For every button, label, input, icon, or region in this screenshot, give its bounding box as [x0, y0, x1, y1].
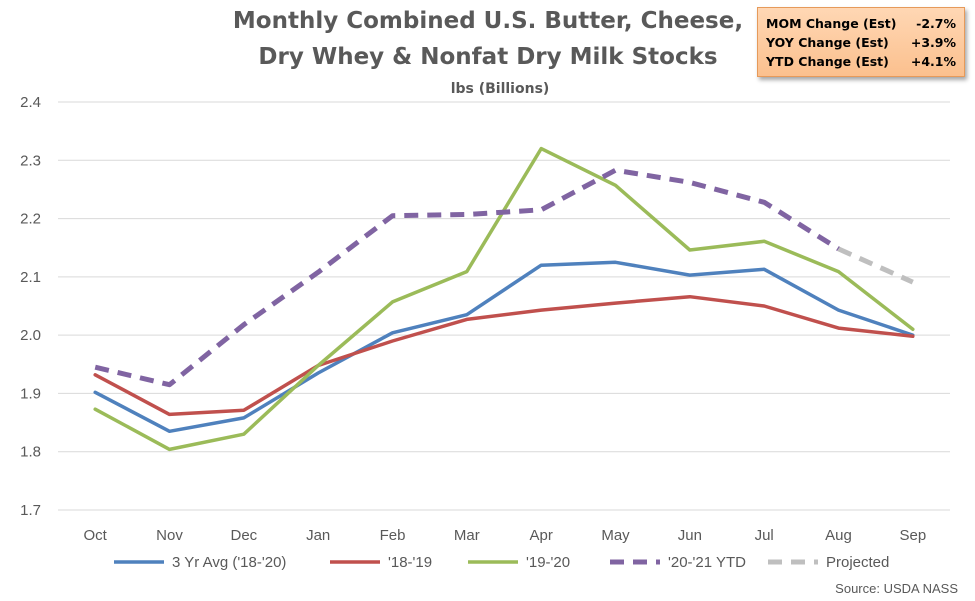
chart-title-line-1: Monthly Combined U.S. Butter, Cheese,	[233, 8, 743, 34]
x-tick-label: Aug	[825, 527, 852, 544]
source-note: Source: USDA NASS	[835, 581, 958, 596]
change-row-ytd: YTD Change (Est) +4.1%	[766, 52, 956, 71]
chart-subtitle: lbs (Billions)	[451, 81, 550, 97]
change-summary-box: MOM Change (Est) -2.7% YOY Change (Est) …	[757, 7, 965, 77]
y-tick-label: 1.9	[20, 385, 41, 402]
y-tick-label: 1.8	[20, 444, 41, 461]
change-value: +4.1%	[910, 54, 956, 69]
x-axis-tick-labels: Oct Nov Dec Jan Feb Mar Apr May Jun Jul Aug Sep	[83, 527, 926, 544]
series-line-0	[93, 260, 915, 434]
change-row-yoy: YOY Change (Est) +3.9%	[766, 33, 956, 52]
legend-label: '20-'21 YTD	[668, 554, 746, 571]
x-tick-label: Apr	[529, 527, 552, 544]
change-label: YTD Change (Est)	[766, 54, 889, 69]
legend-label: '19-'20	[526, 554, 570, 571]
legend-label: '18-'19	[388, 554, 432, 571]
x-tick-label: May	[601, 527, 630, 544]
y-tick-label: 2.3	[20, 152, 41, 169]
series-line-3	[94, 167, 840, 388]
series-lines	[93, 146, 915, 452]
gridlines	[58, 101, 950, 511]
x-tick-label: Oct	[83, 527, 107, 544]
change-value: +3.9%	[910, 35, 956, 50]
y-axis-tick-labels: 1.7 1.8 1.9 2.0 2.1 2.2 2.3 2.4	[20, 94, 41, 519]
y-tick-label: 2.4	[20, 94, 41, 111]
x-tick-label: Jul	[755, 527, 774, 544]
change-row-mom: MOM Change (Est) -2.7%	[766, 14, 956, 33]
change-label: YOY Change (Est)	[766, 35, 889, 50]
chart-title-line-2: Dry Whey & Nonfat Dry Milk Stocks	[258, 44, 717, 70]
series-line-4	[837, 246, 914, 285]
y-tick-label: 2.2	[20, 211, 41, 228]
legend-label: 3 Yr Avg ('18-'20)	[172, 554, 286, 571]
x-tick-label: Mar	[454, 527, 480, 544]
y-tick-label: 1.7	[20, 502, 41, 519]
x-tick-label: Jun	[678, 527, 702, 544]
y-tick-label: 2.0	[20, 327, 41, 344]
legend-label: Projected	[826, 554, 889, 571]
x-tick-label: Dec	[230, 527, 257, 544]
change-value: -2.7%	[916, 16, 956, 31]
legend: 3 Yr Avg ('18-'20) '18-'19 '19-'20 '20-'21 …	[114, 554, 889, 571]
x-tick-label: Nov	[156, 527, 183, 544]
x-tick-label: Jan	[306, 527, 330, 544]
change-label: MOM Change (Est)	[766, 16, 897, 31]
series-line-2	[93, 146, 915, 452]
x-tick-label: Feb	[380, 527, 406, 544]
x-tick-label: Sep	[899, 527, 926, 544]
series-line-1	[93, 294, 915, 417]
y-tick-label: 2.1	[20, 269, 41, 286]
